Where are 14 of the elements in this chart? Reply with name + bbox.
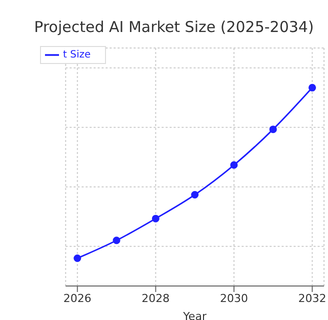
point bbox=[308, 84, 316, 92]
x-axis-title: Year bbox=[182, 310, 207, 320]
x-tick-label: 2028 bbox=[142, 292, 170, 305]
x-tick-label: 2032 bbox=[298, 292, 326, 305]
point bbox=[269, 126, 277, 134]
chart-title: Projected AI Market Size (2025-2034) bbox=[33, 18, 315, 36]
legend-label: t Size bbox=[63, 50, 91, 61]
x-tick-label: 2026 bbox=[63, 292, 92, 305]
point bbox=[112, 236, 120, 244]
point bbox=[152, 214, 160, 222]
point bbox=[230, 161, 238, 169]
point bbox=[191, 191, 199, 199]
point bbox=[74, 254, 82, 262]
x-tick-label: 2030 bbox=[220, 292, 248, 305]
